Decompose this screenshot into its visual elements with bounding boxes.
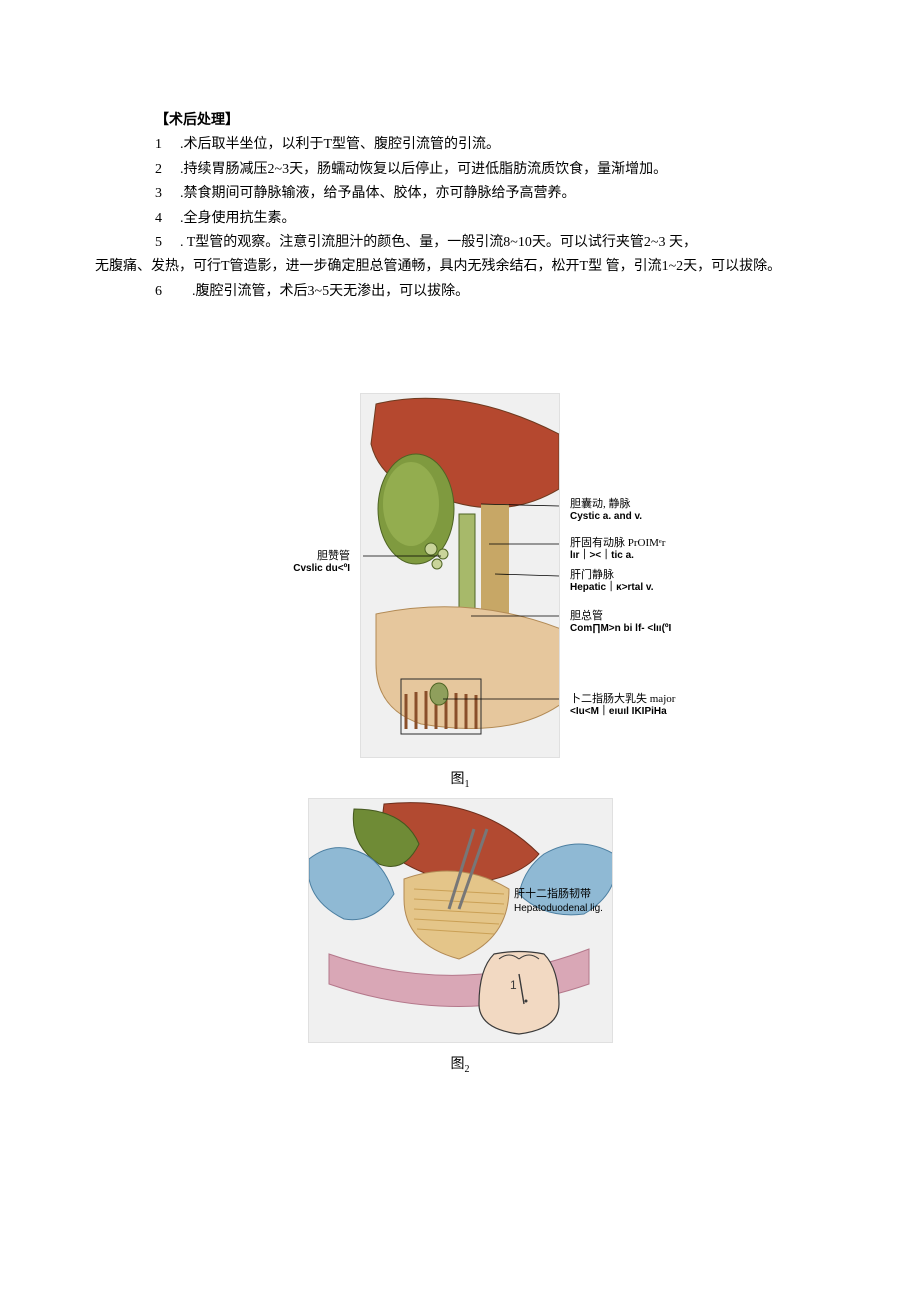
label-cn: 肝固有动脉 PrOIMᵉr xyxy=(570,537,665,550)
caption-sub: 2 xyxy=(465,1064,470,1075)
label-cn: 胆赞管 xyxy=(293,550,350,563)
item-text: .禁食期间可静脉输液，给予晶体、胶体，亦可静脉给予高营养。 xyxy=(180,186,576,201)
label-cn: 卜二指肠大乳失 major xyxy=(570,693,675,706)
item-number: 2 xyxy=(155,159,162,181)
label-cn: 肝门静脉 xyxy=(570,569,653,582)
label-en: lır｜><｜tic a. xyxy=(570,550,665,562)
surgical-illustration-icon: 1 肝十二指肠韧带 Hepatoduodenal lig. xyxy=(309,799,613,1043)
item-number: 1 xyxy=(155,134,162,156)
item-number: 6 xyxy=(155,281,162,303)
label-cn: 胆总管 xyxy=(570,610,671,623)
figure-2-illustration: 1 肝十二指肠韧带 Hepatoduodenal lig. xyxy=(308,798,613,1043)
item-number: 3 xyxy=(155,183,162,205)
label-en: <Iu<M｜eıuıl IKIPiHa xyxy=(570,706,675,718)
caption-main: 图 xyxy=(451,1057,465,1072)
item-text: . T型管的观察。注意引流胆汁的颜色、量，一般引流8~10天。可以试行夹管2~3… xyxy=(180,235,697,250)
label-en: Hepatic｜κ>rtal v. xyxy=(570,582,653,594)
caption-sub: 1 xyxy=(465,778,470,789)
label-en: Hepatoduodenal lig. xyxy=(514,903,603,914)
list-item: 1 .术后取半坐位，以利于T型管、腹腔引流管的引流。 xyxy=(95,134,825,156)
label-en: Cvslic du<ºI xyxy=(293,563,350,575)
list-item: 3 .禁食期间可静脉输液，给予晶体、胶体，亦可静脉给予高营养。 xyxy=(95,183,825,205)
label-en: Cystic a. and v. xyxy=(570,511,642,523)
figure-2: 1 肝十二指肠韧带 Hepatoduodenal lig. xyxy=(308,798,613,1051)
anatomy-label: 卜二指肠大乳失 major <Iu<M｜eıuıl IKIPiHa xyxy=(570,693,675,718)
svg-text:1: 1 xyxy=(510,978,517,992)
figure-2-caption: 图2 xyxy=(95,1054,825,1078)
figure-1: 胆囊动, 静脉 Cystic a. and v. 肝固有动脉 PrOIMᵉr l… xyxy=(360,393,560,766)
list-item: 2 .持续胃肠减压2~3天，肠蠕动恢复以后停止，可进低脂肪流质饮食，量渐增加。 xyxy=(95,159,825,181)
item-text: .腹腔引流管，术后3~5天无渗出，可以拔除。 xyxy=(192,284,469,299)
label-cn: 胆囊动, 静脉 xyxy=(570,498,642,511)
item-text: .全身使用抗生素。 xyxy=(180,211,296,226)
item-number: 5 xyxy=(155,232,162,254)
anatomy-label: 肝门静脉 Hepatic｜κ>rtal v. xyxy=(570,569,653,594)
item-number: 4 xyxy=(155,208,162,230)
wrapped-text: 无腹痛、发热，可行T管造影，进一步确定胆总管通畅，具内无残余结石，松开T型 管，… xyxy=(95,256,825,278)
item-text: .术后取半坐位，以利于T型管、腹腔引流管的引流。 xyxy=(180,137,500,152)
anatomy-label: 胆总管 Com∏M>n bi lf- <lıı(ºI xyxy=(570,610,671,635)
list-item: 5 . T型管的观察。注意引流胆汁的颜色、量，一般引流8~10天。可以试行夹管2~… xyxy=(95,232,825,254)
caption-main: 图 xyxy=(451,772,465,787)
section-title: 【术后处理】 xyxy=(95,110,825,132)
list-item: 6 .腹腔引流管，术后3~5天无渗出，可以拔除。 xyxy=(95,281,825,303)
label-en: Com∏M>n bi lf- <lıı(ºI xyxy=(570,623,671,635)
figure-1-illustration xyxy=(360,393,560,758)
anatomy-label: 肝固有动脉 PrOIMᵉr lır｜><｜tic a. xyxy=(570,537,665,562)
label-cn: 肝十二指肠韧带 xyxy=(514,886,591,900)
anatomy-illustration-icon xyxy=(361,394,560,758)
figure-1-caption: 图1 xyxy=(95,769,825,793)
list-item: 4 .全身使用抗生素。 xyxy=(95,208,825,230)
item-text: .持续胃肠减压2~3天，肠蠕动恢复以后停止，可进低脂肪流质饮食，量渐增加。 xyxy=(180,162,667,177)
anatomy-label: 胆赞管 Cvslic du<ºI xyxy=(293,550,350,575)
anatomy-label: 胆囊动, 静脉 Cystic a. and v. xyxy=(570,498,642,523)
